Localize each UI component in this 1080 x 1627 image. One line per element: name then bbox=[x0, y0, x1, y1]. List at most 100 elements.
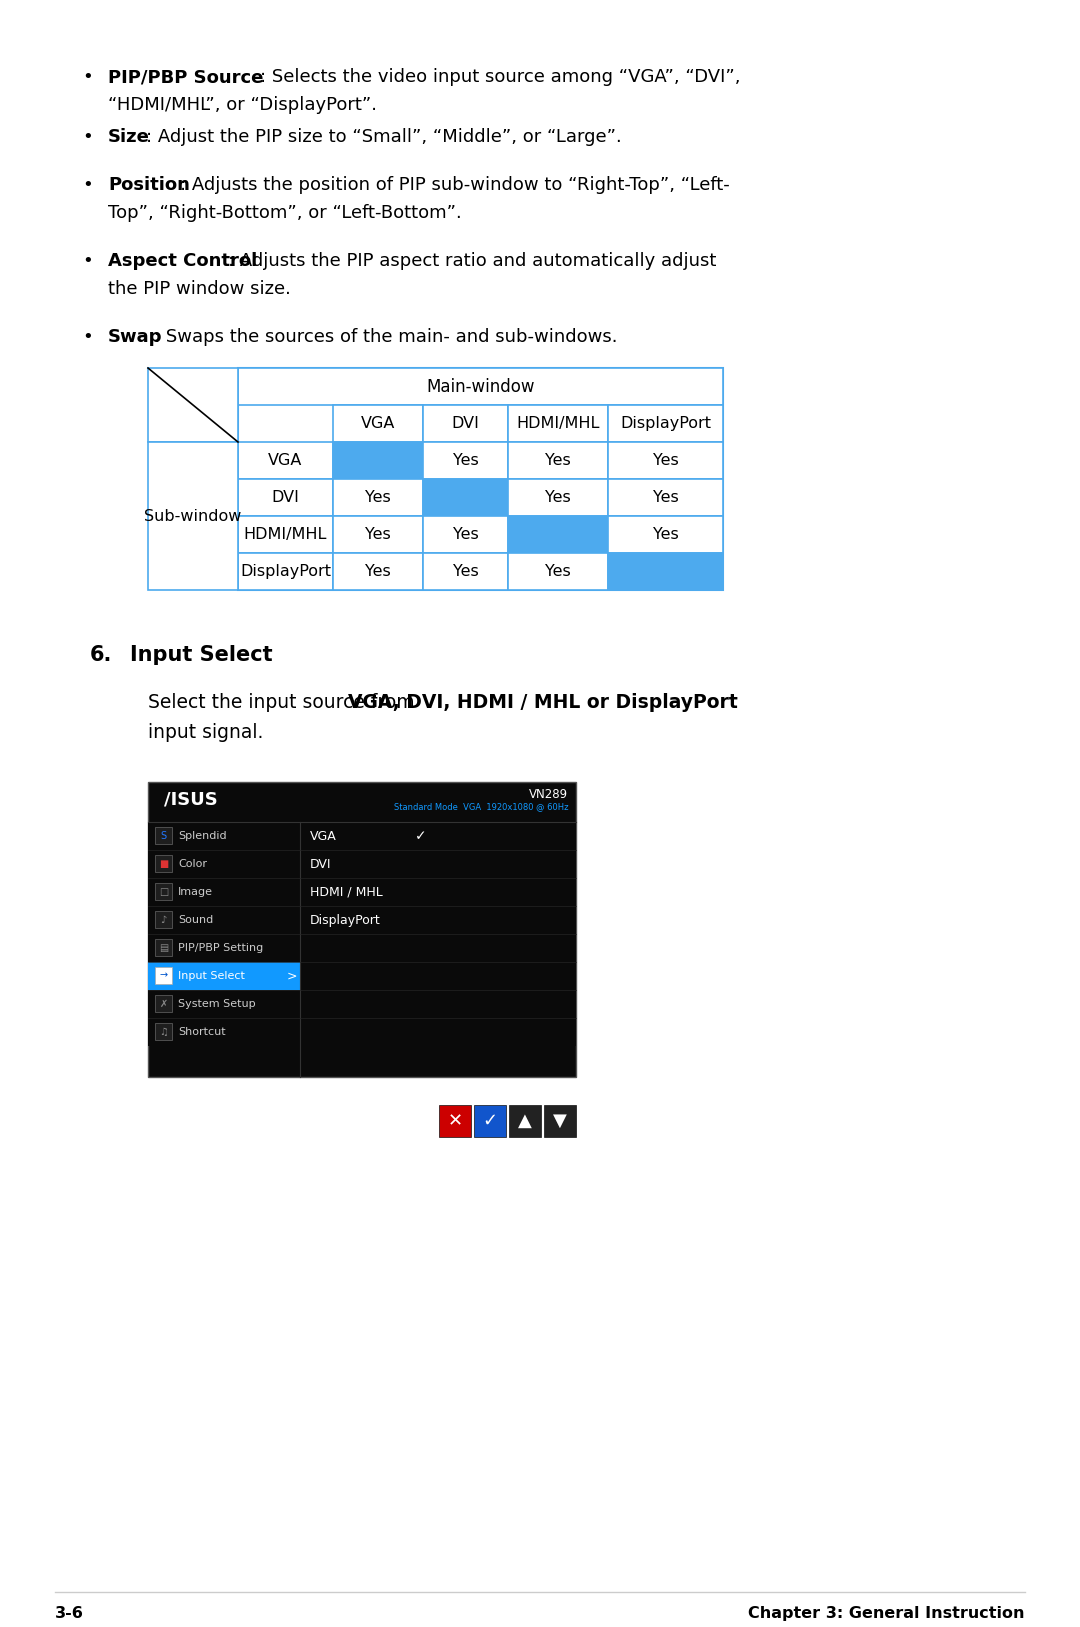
Bar bbox=[423, 405, 508, 443]
Text: HDMI/MHL: HDMI/MHL bbox=[516, 417, 599, 431]
Text: Yes: Yes bbox=[652, 527, 678, 542]
Text: DisplayPort: DisplayPort bbox=[240, 565, 330, 579]
Text: •: • bbox=[83, 129, 93, 146]
Text: Select the input source from: Select the input source from bbox=[148, 693, 420, 713]
Text: ✗: ✗ bbox=[160, 999, 167, 1009]
Bar bbox=[333, 443, 423, 478]
Bar bbox=[148, 849, 300, 879]
Text: : Adjust the PIP size to “Small”, “Middle”, or “Large”.: : Adjust the PIP size to “Small”, “Middl… bbox=[146, 129, 622, 146]
Bar bbox=[608, 478, 723, 516]
Text: ♪: ♪ bbox=[160, 914, 166, 924]
Text: Yes: Yes bbox=[365, 527, 391, 542]
Bar bbox=[474, 1105, 507, 1137]
Bar bbox=[423, 478, 508, 516]
Text: PIP/PBP Setting: PIP/PBP Setting bbox=[178, 944, 264, 953]
Text: •: • bbox=[83, 252, 93, 270]
Bar bbox=[333, 516, 423, 553]
Bar bbox=[148, 822, 300, 849]
Text: HDMI/MHL: HDMI/MHL bbox=[244, 527, 327, 542]
Bar bbox=[508, 405, 608, 443]
Bar bbox=[148, 879, 300, 906]
Text: Standard Mode  VGA  1920x1080 @ 60Hz: Standard Mode VGA 1920x1080 @ 60Hz bbox=[393, 802, 568, 810]
Bar bbox=[148, 443, 238, 591]
Bar bbox=[156, 911, 172, 927]
Text: Yes: Yes bbox=[545, 452, 571, 469]
Text: Yes: Yes bbox=[453, 527, 478, 542]
Text: the PIP window size.: the PIP window size. bbox=[108, 280, 291, 298]
Text: Input Select: Input Select bbox=[130, 644, 272, 665]
Text: VGA: VGA bbox=[310, 830, 337, 843]
Text: DVI: DVI bbox=[310, 857, 332, 870]
Text: 3-6: 3-6 bbox=[55, 1606, 84, 1620]
Bar bbox=[238, 478, 333, 516]
Text: /ISUS: /ISUS bbox=[164, 791, 218, 809]
Bar bbox=[333, 553, 423, 591]
Text: Yes: Yes bbox=[652, 490, 678, 504]
Bar bbox=[300, 822, 576, 849]
Text: ✓: ✓ bbox=[483, 1111, 498, 1131]
Bar bbox=[238, 443, 333, 478]
Text: Yes: Yes bbox=[453, 565, 478, 579]
Bar bbox=[438, 1105, 471, 1137]
Bar bbox=[423, 553, 508, 591]
Bar bbox=[148, 368, 238, 443]
Bar bbox=[148, 989, 300, 1019]
Bar bbox=[608, 443, 723, 478]
Bar bbox=[509, 1105, 541, 1137]
Text: Chapter 3: General Instruction: Chapter 3: General Instruction bbox=[748, 1606, 1025, 1620]
Text: Main-window: Main-window bbox=[427, 377, 535, 395]
Text: Color: Color bbox=[178, 859, 207, 869]
Bar bbox=[300, 989, 576, 1019]
Text: ✓: ✓ bbox=[415, 830, 427, 843]
Bar bbox=[156, 966, 172, 984]
Text: 6.: 6. bbox=[90, 644, 112, 665]
Text: •: • bbox=[83, 176, 93, 194]
Bar bbox=[148, 934, 300, 962]
Bar bbox=[544, 1105, 576, 1137]
Text: : Adjusts the position of PIP sub-window to “Right-Top”, “Left-: : Adjusts the position of PIP sub-window… bbox=[180, 176, 730, 194]
Text: DisplayPort: DisplayPort bbox=[310, 913, 381, 926]
Text: >: > bbox=[287, 970, 297, 983]
Text: Shortcut: Shortcut bbox=[178, 1027, 226, 1036]
Text: DVI: DVI bbox=[271, 490, 299, 504]
Text: DisplayPort: DisplayPort bbox=[620, 417, 711, 431]
Text: VGA: VGA bbox=[268, 452, 302, 469]
Text: “HDMI/MHL”, or “DisplayPort”.: “HDMI/MHL”, or “DisplayPort”. bbox=[108, 96, 377, 114]
Bar bbox=[333, 478, 423, 516]
Bar bbox=[156, 1023, 172, 1040]
Text: HDMI / MHL: HDMI / MHL bbox=[310, 885, 382, 898]
Text: •: • bbox=[83, 329, 93, 347]
Text: : Swaps the sources of the main- and sub-windows.: : Swaps the sources of the main- and sub… bbox=[154, 329, 618, 347]
Text: Sub-window: Sub-window bbox=[145, 509, 242, 524]
Bar bbox=[156, 939, 172, 957]
Bar bbox=[156, 856, 172, 872]
Bar bbox=[300, 879, 576, 906]
Bar bbox=[608, 553, 723, 591]
Bar bbox=[300, 1019, 576, 1046]
Bar bbox=[156, 827, 172, 844]
Bar bbox=[300, 934, 576, 962]
Text: →: → bbox=[160, 970, 167, 981]
Text: S: S bbox=[161, 830, 166, 841]
Bar bbox=[300, 849, 576, 879]
Bar bbox=[148, 1019, 300, 1046]
Text: Yes: Yes bbox=[365, 565, 391, 579]
Text: VN289: VN289 bbox=[529, 787, 568, 800]
Bar bbox=[508, 516, 608, 553]
Bar bbox=[333, 405, 423, 443]
Text: ♫: ♫ bbox=[159, 1027, 167, 1036]
Bar bbox=[300, 962, 576, 989]
Bar bbox=[608, 405, 723, 443]
Text: Top”, “Right-Bottom”, or “Left-Bottom”.: Top”, “Right-Bottom”, or “Left-Bottom”. bbox=[108, 203, 462, 221]
Text: Input Select: Input Select bbox=[178, 971, 245, 981]
Text: Size: Size bbox=[108, 129, 150, 146]
Text: DVI: DVI bbox=[451, 417, 480, 431]
Bar bbox=[238, 553, 333, 591]
Text: ■: ■ bbox=[159, 859, 168, 869]
Text: •: • bbox=[83, 68, 93, 86]
Text: □: □ bbox=[159, 887, 168, 896]
Text: Yes: Yes bbox=[545, 490, 571, 504]
Bar bbox=[148, 783, 576, 1077]
Bar bbox=[156, 996, 172, 1012]
Text: Aspect Control: Aspect Control bbox=[108, 252, 257, 270]
